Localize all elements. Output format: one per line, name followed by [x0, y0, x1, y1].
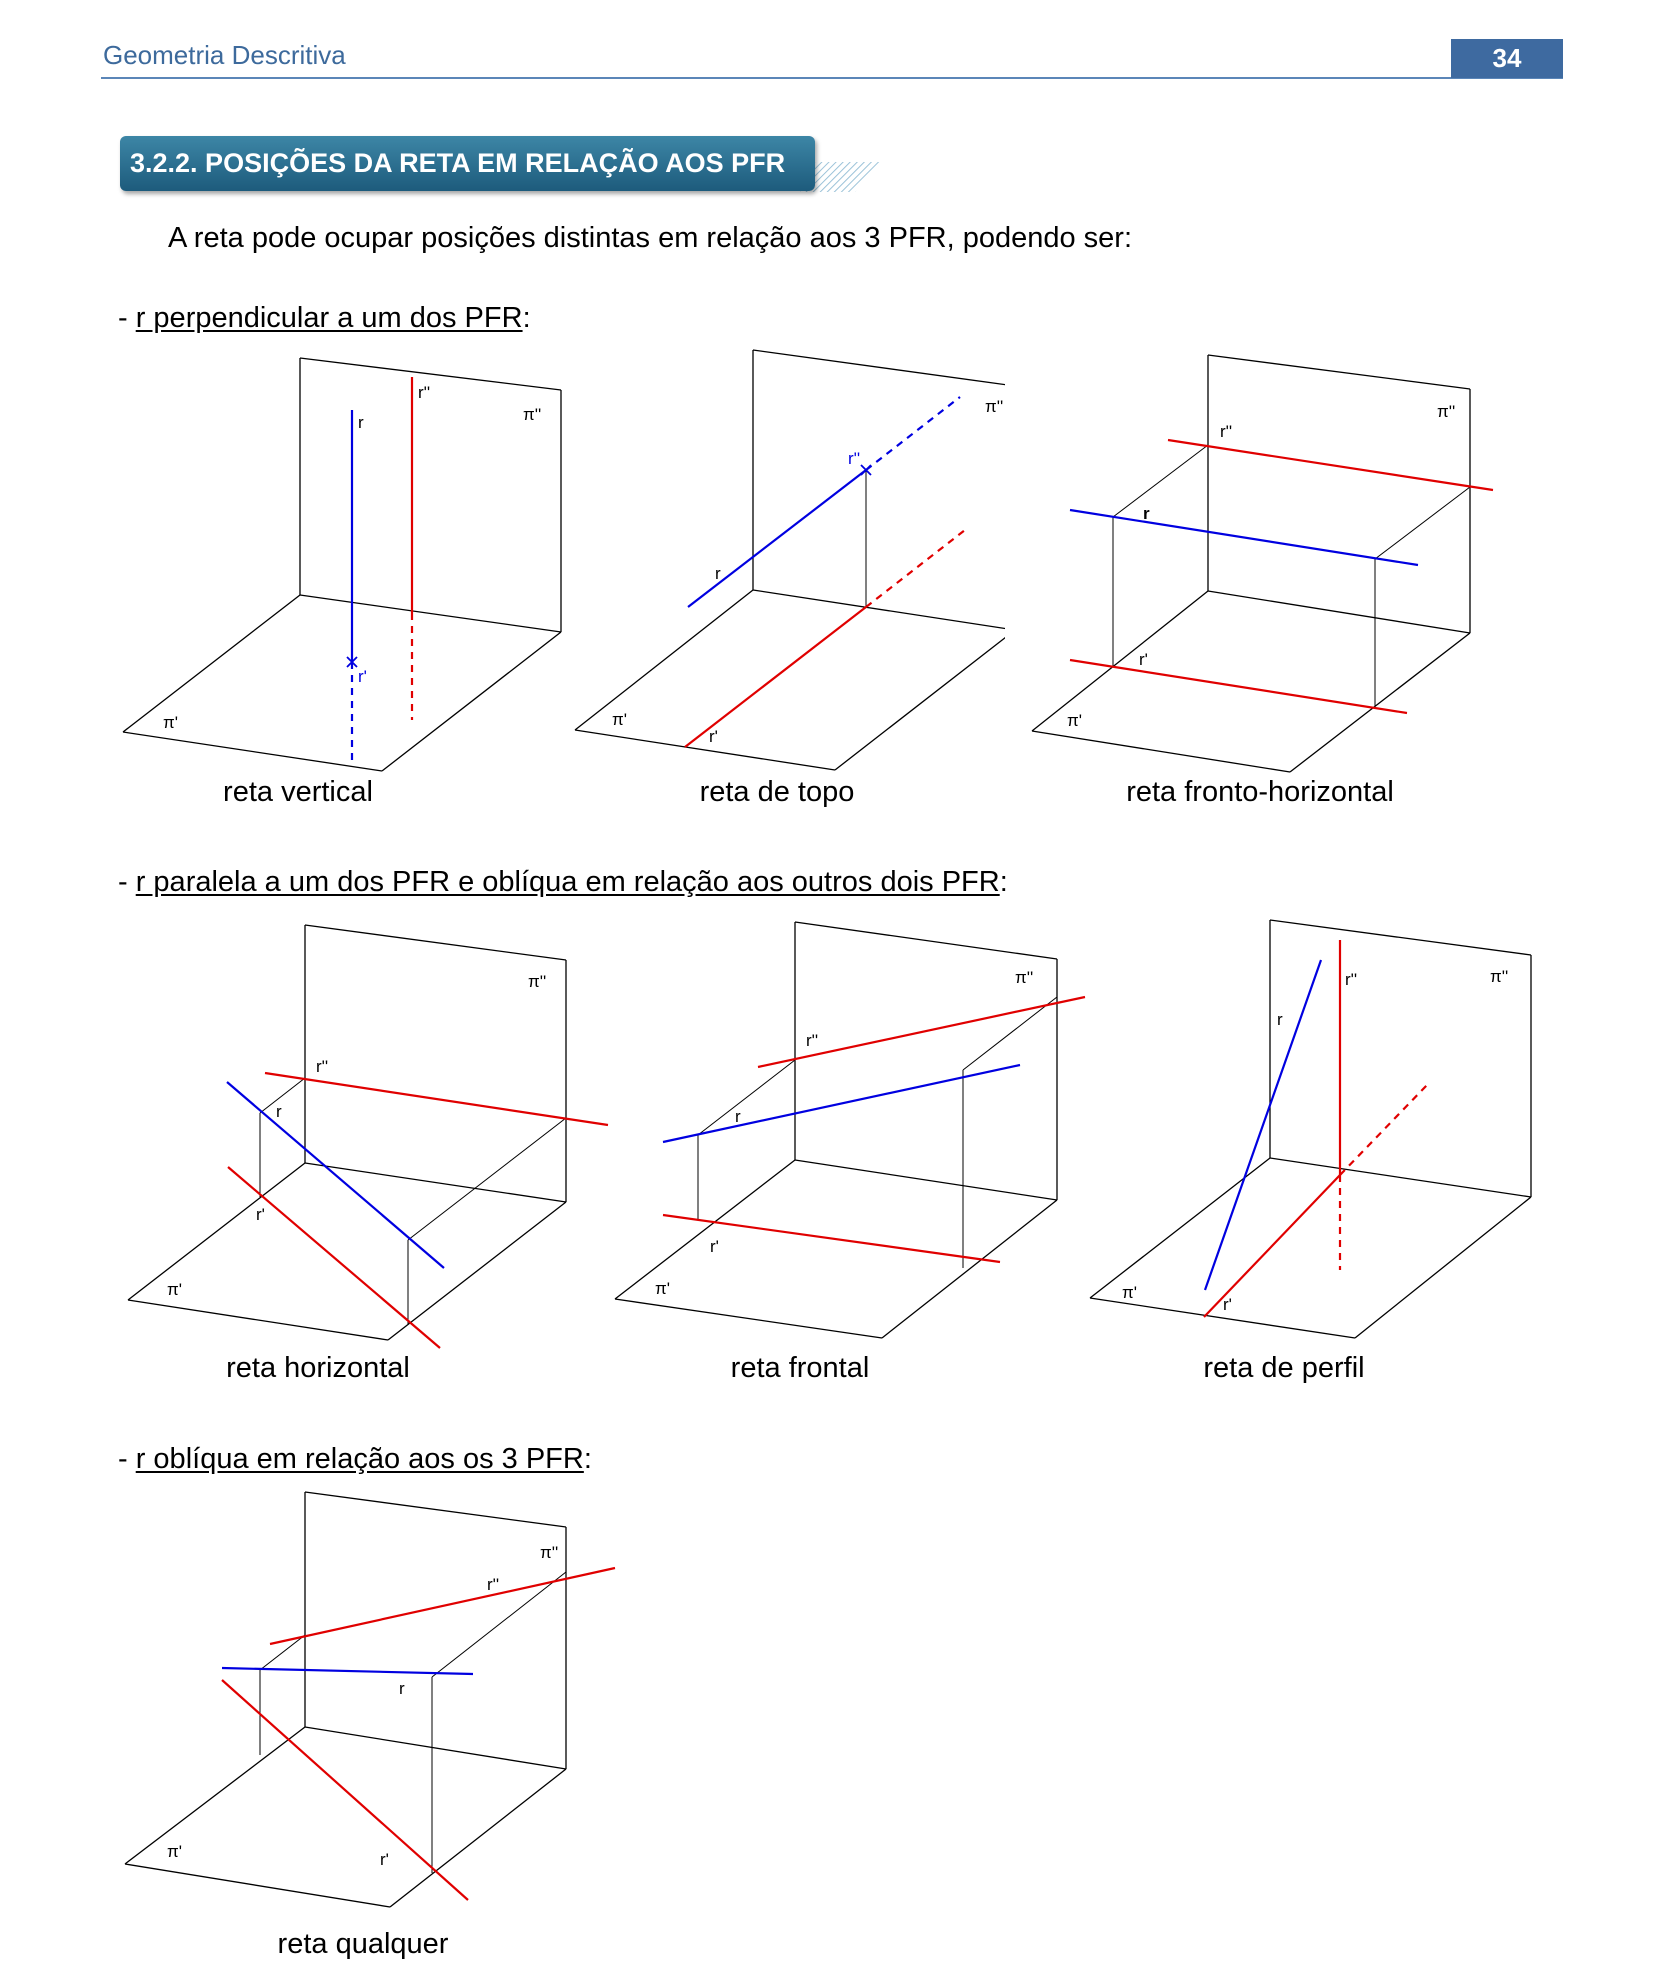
label-r2: r'': [848, 449, 860, 468]
projection-r2: [1167, 438, 1494, 492]
reference-planes: [122, 357, 562, 772]
label-pi2: π'': [1015, 968, 1033, 987]
caption-reta-vertical: reta vertical: [223, 776, 373, 808]
projection-r1-hidden: [1339, 1084, 1428, 1176]
diagram-reta-qualquer: r'' π'' r r' π': [124, 1491, 616, 1908]
line-r: [1203, 959, 1323, 1291]
label-r: r: [715, 564, 721, 583]
reference-planes: [614, 921, 1058, 1339]
diagram-reta-horizontal: r'' π'' r r' π': [127, 924, 609, 1349]
label-pi2: π'': [540, 1543, 558, 1562]
projection-r1: [662, 1213, 1001, 1264]
label-r2: r'': [316, 1057, 328, 1076]
diagram-reta-vertical: r r'' π'' r' π': [122, 357, 562, 772]
diagram-reta-de-topo: r'' π'' r π' r': [574, 349, 1005, 771]
diagram-reta-de-perfil: r'' π'' r π' r': [1089, 919, 1532, 1339]
projection-r1-hidden: [865, 529, 966, 608]
projection-r1: [221, 1679, 469, 1901]
diagram-reta-frontal: r'' π'' r r' π': [614, 921, 1086, 1339]
label-pi1: π': [163, 713, 178, 732]
point-r1-mark: [346, 656, 358, 668]
group-label: r oblíqua em relação aos os 3 PFR: [135, 1443, 584, 1475]
reference-planes: [1031, 354, 1471, 773]
label-r1: r': [710, 1237, 719, 1256]
label-pi1: π': [655, 1279, 670, 1298]
reference-planes: [124, 1491, 567, 1908]
line-r-hidden: [865, 396, 961, 471]
label-pi2: π'': [523, 405, 541, 424]
line-r: [226, 1081, 445, 1269]
label-r2: r'': [1220, 422, 1232, 441]
label-r1: r': [1139, 650, 1148, 669]
section-heading: 3.2.2. POSIÇÕES DA RETA EM RELAÇÃO AOS P…: [120, 136, 880, 192]
label-pi2: π'': [1490, 967, 1508, 986]
label-pi2: π'': [528, 972, 546, 991]
label-r1: r': [256, 1205, 265, 1224]
label-r2: r'': [487, 1575, 499, 1594]
projection-r1: [1069, 658, 1408, 715]
heading-stripes: [800, 162, 880, 192]
line-r: [662, 1063, 1021, 1144]
label-pi2: π'': [1437, 402, 1455, 421]
label-r2: r'': [418, 383, 430, 402]
group-heading-parallel: - r paralela a um dos PFR e oblíqua em r…: [118, 866, 1008, 898]
reference-planes: [574, 349, 1005, 771]
caption-reta-frontal: reta frontal: [730, 1352, 870, 1384]
label-r1: r': [358, 667, 367, 686]
header-rule: [101, 77, 1563, 79]
projection-r1: [227, 1166, 441, 1349]
label-r: r: [1277, 1010, 1283, 1029]
document-title: Geometria Descritiva: [103, 40, 346, 70]
caption-reta-de-perfil: reta de perfil: [1203, 1352, 1365, 1384]
label-pi1: π': [1122, 1283, 1137, 1302]
reference-planes: [127, 924, 567, 1341]
projection-r1: [684, 606, 867, 748]
group-label: r paralela a um dos PFR e oblíqua em rel…: [135, 866, 1000, 898]
label-r2: r'': [1345, 970, 1357, 989]
label-pi2: π'': [985, 397, 1003, 416]
caption-reta-fronto-horizontal: reta fronto-horizontal: [1126, 776, 1394, 808]
page-number: 34: [1451, 39, 1563, 78]
projection-r2: [757, 995, 1086, 1069]
projection-r2: [264, 1071, 609, 1127]
label-r: r: [276, 1102, 282, 1121]
diagram-reta-fronto-horizontal: r'' π'' r r' π': [1031, 354, 1494, 773]
line-r: [687, 469, 867, 608]
group-heading-perpendicular: - r perpendicular a um dos PFR:: [118, 302, 531, 334]
section-title: 3.2.2. POSIÇÕES DA RETA EM RELAÇÃO AOS P…: [120, 136, 815, 191]
group-label: r perpendicular a um dos PFR: [135, 302, 523, 334]
label-r1: r': [1223, 1295, 1232, 1314]
label-pi1: π': [612, 710, 627, 729]
caption-reta-qualquer: reta qualquer: [277, 1928, 449, 1960]
label-pi1: π': [167, 1842, 182, 1861]
line-r: [1069, 508, 1419, 567]
label-r1: r': [380, 1850, 389, 1869]
projection-r2: [269, 1566, 616, 1646]
label-r: r: [358, 413, 364, 432]
label-pi1: π': [1067, 711, 1082, 730]
label-pi1: π': [167, 1280, 182, 1299]
label-r: r: [399, 1679, 405, 1698]
label-r2: r'': [806, 1031, 818, 1050]
label-r1: r': [709, 727, 718, 746]
point-r2-mark: [860, 464, 872, 476]
line-r: [221, 1666, 474, 1676]
projection-r1: [1203, 1174, 1341, 1318]
intro-text: A reta pode ocupar posições distintas em…: [168, 222, 1133, 254]
reference-planes: [1089, 919, 1532, 1339]
label-r: r: [735, 1107, 741, 1126]
caption-reta-de-topo: reta de topo: [699, 776, 855, 808]
label-r: r: [1143, 504, 1150, 523]
caption-reta-horizontal: reta horizontal: [226, 1352, 410, 1384]
group-heading-oblique: - r oblíqua em relação aos os 3 PFR:: [118, 1443, 592, 1475]
